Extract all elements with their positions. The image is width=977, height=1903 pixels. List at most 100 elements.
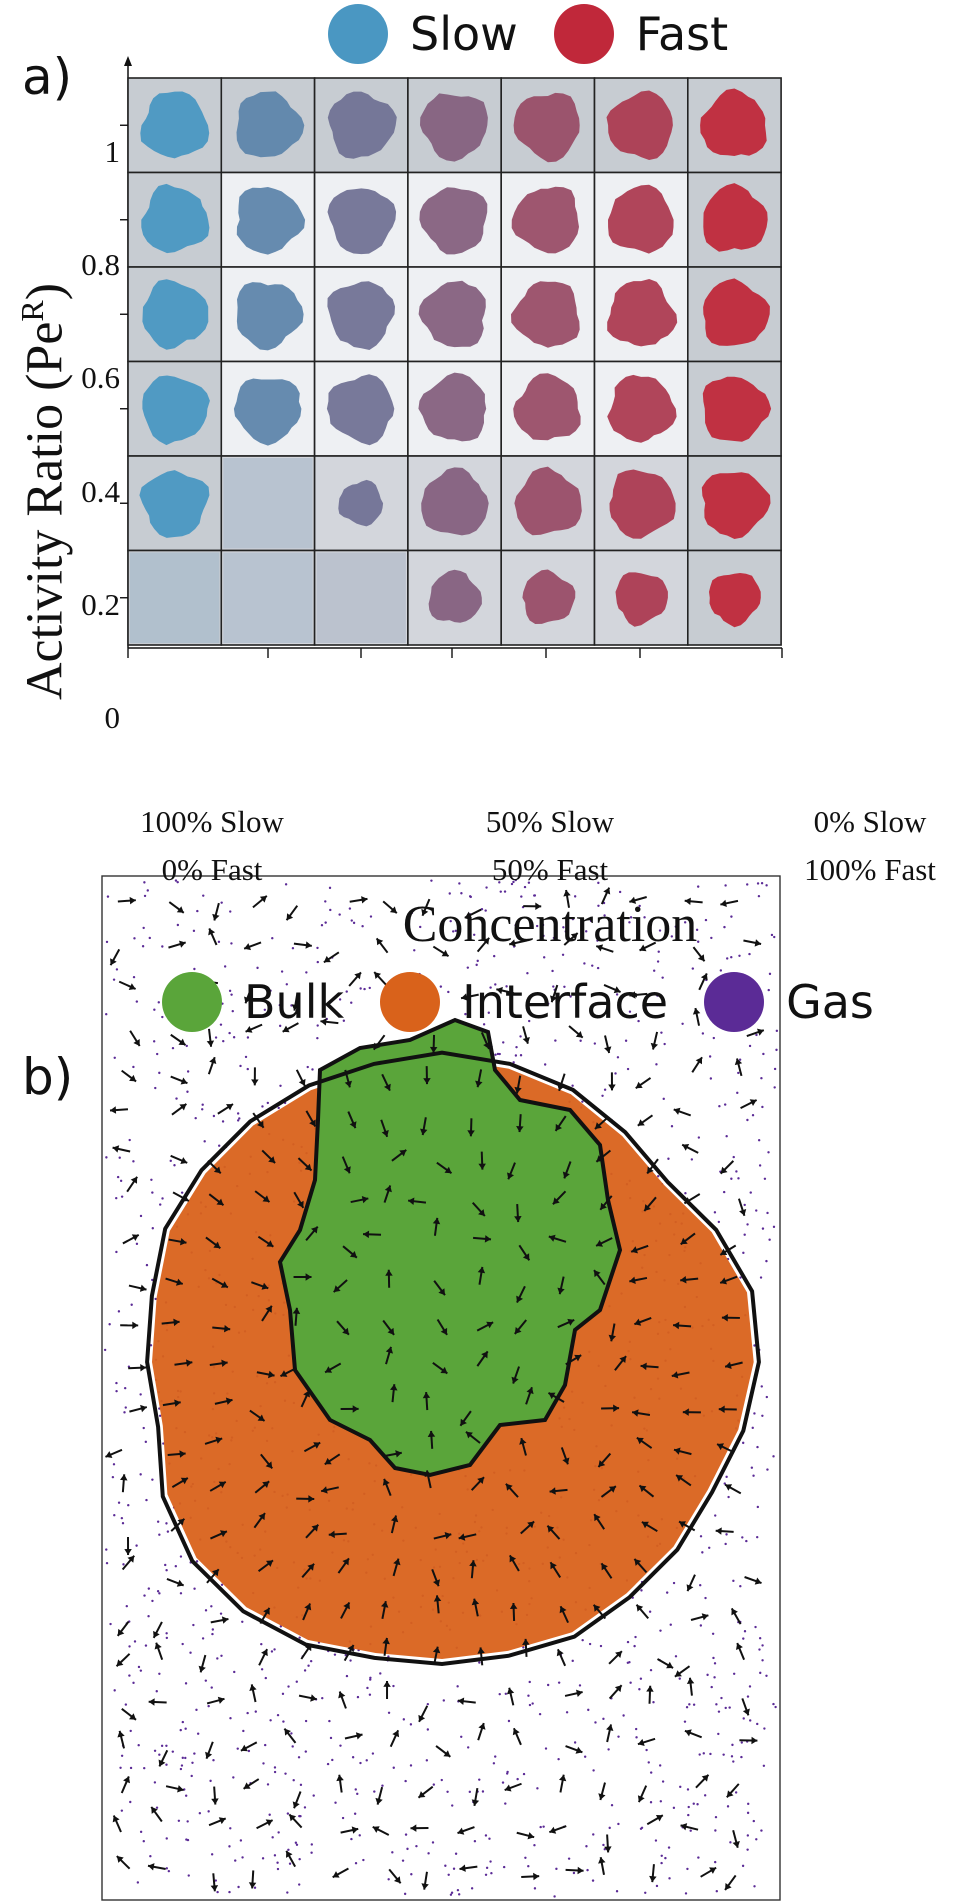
gas-particle <box>502 1865 506 1869</box>
velocity-arrowhead-icon <box>342 1327 349 1335</box>
velocity-arrowhead-icon <box>257 1120 264 1128</box>
gas-particle <box>158 1071 161 1075</box>
gas-particle <box>494 1755 497 1758</box>
velocity-arrowhead-icon <box>598 1460 606 1467</box>
gas-particle <box>741 1864 745 1868</box>
velocity-arrowhead-icon <box>637 1795 645 1803</box>
gas-particle <box>702 1752 705 1755</box>
legend-item-bulk: Bulk <box>162 972 344 1032</box>
gas-particle <box>139 1473 142 1476</box>
gas-particle <box>691 967 695 970</box>
velocity-arrowhead-icon <box>562 1457 570 1465</box>
gas-particle <box>144 1644 148 1647</box>
gas-particle <box>494 1053 497 1056</box>
gas-particle <box>533 894 536 897</box>
velocity-arrowhead-icon <box>574 1354 582 1362</box>
gas-particle <box>573 895 577 898</box>
gas-particle <box>762 1764 766 1767</box>
velocity-arrowhead-icon <box>305 941 312 949</box>
gas-particle <box>686 1867 689 1871</box>
cluster-blob <box>236 282 304 351</box>
gas-particle <box>220 901 223 904</box>
velocity-arrowhead-icon <box>557 1084 565 1091</box>
gas-particle <box>146 889 149 892</box>
gas-particle <box>553 1895 556 1898</box>
gas-particle <box>307 1664 310 1667</box>
grid-cell <box>127 360 223 457</box>
gas-particle <box>431 1841 435 1844</box>
velocity-arrowhead-icon <box>684 1729 692 1737</box>
gas-particle <box>339 1744 342 1747</box>
velocity-arrowhead-icon <box>700 973 708 981</box>
gas-particle <box>454 1852 458 1855</box>
gas-particle <box>516 1777 519 1781</box>
cluster-blob <box>326 374 395 446</box>
velocity-arrowhead-icon <box>110 1106 117 1114</box>
gas-particle <box>698 1753 701 1756</box>
gas-particle <box>523 885 527 889</box>
gas-particle <box>499 890 502 893</box>
velocity-arrowhead-icon <box>221 1359 228 1367</box>
gas-particle <box>773 1086 776 1089</box>
legend-item-fast: Fast <box>553 4 728 64</box>
cluster-blob <box>139 470 210 538</box>
gas-particle <box>761 1227 765 1230</box>
gas-particle <box>617 1735 620 1738</box>
gas-particle <box>294 1841 298 1844</box>
gas-particle <box>503 890 507 893</box>
cluster-blob <box>609 469 676 539</box>
gas-particle <box>715 1703 718 1706</box>
y-axis-arrow-icon <box>124 56 132 66</box>
gas-particle <box>765 884 768 887</box>
velocity-arrowhead-icon <box>433 1579 440 1587</box>
cluster-blob <box>606 90 673 160</box>
x-tick-100-slow: 100% Slow 0% Fast <box>102 798 322 894</box>
velocity-arrowhead-icon <box>394 1876 401 1884</box>
velocity-arrowhead-icon <box>304 1603 312 1611</box>
gas-particle <box>266 1783 270 1786</box>
gas-particle <box>755 1838 758 1841</box>
velocity-arrowhead-icon <box>477 1477 484 1484</box>
gas-particle <box>657 1174 660 1178</box>
gas-particle <box>151 1227 154 1230</box>
gas-particle <box>746 1118 749 1122</box>
gas-particle <box>152 1040 156 1043</box>
gas-particle <box>489 986 492 989</box>
gas-particle <box>171 1046 175 1050</box>
gas-particle <box>211 1632 214 1636</box>
velocity-arrowhead-icon <box>478 1163 486 1170</box>
velocity-arrowhead-icon <box>352 1405 359 1413</box>
gas-particle <box>177 1819 181 1822</box>
gas-particle <box>699 1535 703 1538</box>
gas-particle <box>449 919 452 923</box>
gas-particle <box>132 1065 135 1069</box>
gas-particle <box>544 1747 548 1750</box>
gas-particle <box>238 1117 241 1120</box>
gas-particle <box>602 1843 605 1847</box>
velocity-arrowhead-icon <box>245 1026 253 1033</box>
velocity-arrowhead-icon <box>176 1278 183 1286</box>
velocity-arrowhead-icon <box>221 1616 229 1624</box>
velocity-arrowhead-icon <box>507 1172 514 1180</box>
gas-particle <box>770 933 774 937</box>
gas-particle <box>452 930 455 933</box>
gas-particle <box>591 1879 595 1882</box>
gas-particle <box>708 1055 712 1058</box>
gas-particle <box>732 1672 736 1675</box>
gas-particle <box>655 1884 659 1888</box>
velocity-arrowhead-icon <box>423 1078 431 1085</box>
velocity-arrowhead-icon <box>739 1209 747 1216</box>
gas-particle <box>539 1825 542 1829</box>
gas-particle <box>498 1052 501 1056</box>
velocity-arrowhead-icon <box>206 1040 215 1047</box>
gas-particle <box>145 1498 148 1502</box>
velocity-arrowhead-icon <box>180 1477 188 1485</box>
velocity-arrowhead-icon <box>224 1325 231 1333</box>
velocity-arrowhead-icon <box>549 1487 556 1495</box>
gas-particle <box>502 1041 505 1044</box>
gas-particle <box>658 929 662 932</box>
velocity-arrowhead-icon <box>117 1730 125 1738</box>
legend-label-bulk: Bulk <box>244 975 345 1029</box>
gas-particle <box>617 1004 621 1008</box>
velocity-arrowhead-icon <box>177 1785 184 1793</box>
